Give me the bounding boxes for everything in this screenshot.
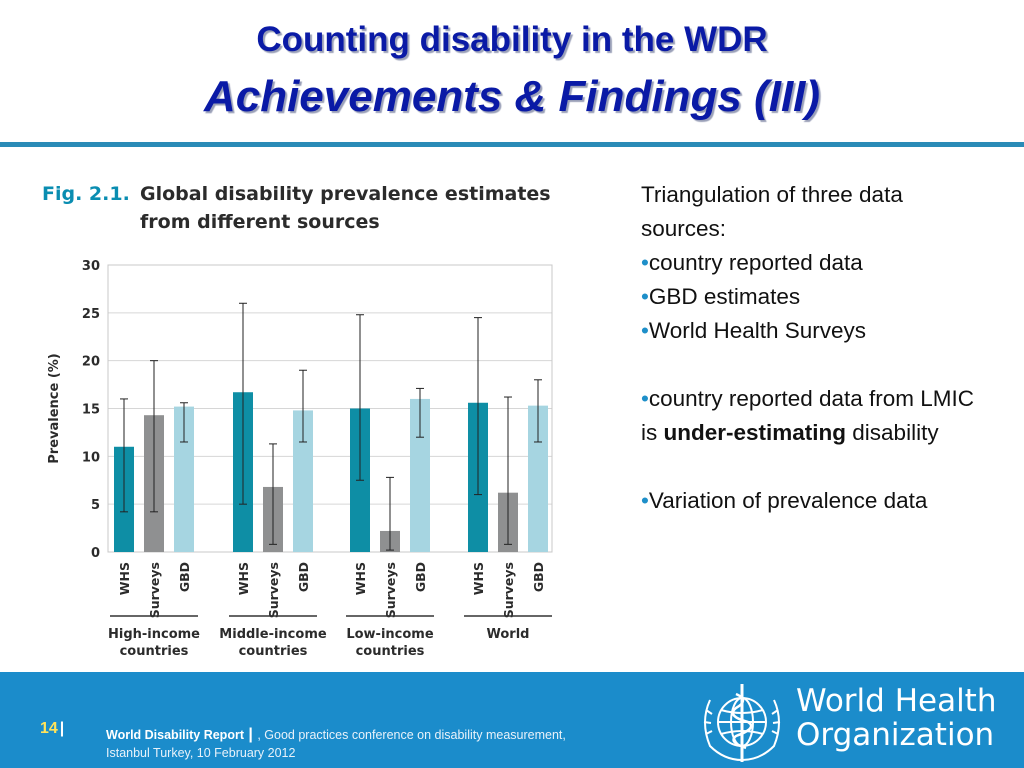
x-tick-label: GBD	[531, 562, 546, 592]
title-line-2: Achievements & Findings (III)	[203, 72, 821, 121]
figure-number: Fig. 2.1.	[42, 183, 130, 205]
group-label: countries	[120, 644, 189, 659]
who-wordmark: World Health Organization	[796, 684, 997, 752]
y-tick-label: 25	[82, 307, 100, 322]
plot-frame	[107, 264, 553, 553]
header-divider	[0, 142, 1024, 147]
who-emblem-icon	[703, 684, 781, 762]
y-tick-label: 15	[82, 403, 100, 418]
variation-item: •Variation of prevalence data	[641, 484, 991, 518]
source-item: •GBD estimates	[641, 280, 991, 314]
x-tick-label: Surveys	[266, 562, 281, 618]
x-tick-label: GBD	[177, 562, 192, 592]
y-tick-label: 20	[82, 355, 100, 370]
who-wordmark-line-2: Organization	[796, 717, 995, 753]
footer-bar	[0, 672, 1024, 768]
finding-item: •country reported data from LMIC is unde…	[641, 382, 991, 450]
bar	[174, 406, 194, 552]
bullet-icon: •	[641, 318, 649, 343]
source-item: •country reported data	[641, 246, 991, 280]
findings-intro: Triangulation of three data sources:	[641, 182, 903, 241]
group-label: High-income	[108, 627, 200, 642]
bar	[293, 410, 313, 552]
bar	[410, 398, 430, 552]
y-axis-label: Prevalence (%)	[47, 353, 62, 464]
source-label: country reported data	[648, 250, 863, 275]
finding-emphasis: under-estimating	[663, 420, 847, 445]
x-tick-label: GBD	[296, 562, 311, 592]
bullet-icon: •	[641, 386, 649, 411]
prevalence-chart: 0 5 10 15 20 25 30 Prevalence (%) WHS Surveys GBD H…	[47, 259, 553, 659]
figure-title: Global disability prevalence estimates f…	[140, 183, 551, 233]
source-item: •World Health Surveys	[641, 314, 991, 348]
group-label: countries	[356, 644, 425, 659]
y-tick-label: 0	[91, 546, 100, 561]
x-tick-label: WHS	[353, 562, 368, 595]
report-name: World Disability Report	[106, 728, 244, 742]
group-label: countries	[239, 644, 308, 659]
bar	[528, 405, 548, 552]
source-label: World Health Surveys	[648, 318, 867, 343]
group-label: Middle-income	[219, 627, 327, 642]
variation-text: Variation of prevalence data	[648, 488, 928, 513]
group-label: Low-income	[346, 627, 434, 642]
page-number: 14 |	[40, 720, 65, 737]
x-tick-label: Surveys	[383, 562, 398, 618]
y-tick-label: 5	[91, 498, 100, 513]
footer-text: World Disability Report | , Good practic…	[106, 726, 566, 760]
source-label: GBD estimates	[648, 284, 801, 309]
title-line-1: Counting disability in the WDR	[256, 20, 768, 59]
finding-text: country reported data from LMIC is	[641, 386, 975, 445]
bullet-icon: •	[641, 284, 649, 309]
conference-details: , Good practices conference on disabilit…	[106, 728, 566, 760]
x-tick-label: GBD	[413, 562, 428, 592]
x-tick-label: WHS	[471, 562, 486, 595]
x-tick-label: Surveys	[147, 562, 162, 618]
x-tick-label: WHS	[117, 562, 132, 595]
y-tick-label: 10	[82, 450, 100, 465]
bullet-icon: •	[641, 250, 649, 275]
y-tick-label: 30	[82, 259, 100, 274]
findings-panel: Triangulation of three data sources: •co…	[641, 178, 991, 518]
finding-text-end: disability	[846, 420, 939, 445]
x-tick-label: Surveys	[501, 562, 516, 618]
group-label: World	[487, 627, 530, 642]
x-tick-label: WHS	[236, 562, 251, 595]
who-wordmark-line-1: World Health	[796, 683, 997, 719]
figure-caption: Fig. 2.1. Global disability prevalence es…	[42, 180, 582, 236]
bullet-icon: •	[641, 488, 649, 513]
